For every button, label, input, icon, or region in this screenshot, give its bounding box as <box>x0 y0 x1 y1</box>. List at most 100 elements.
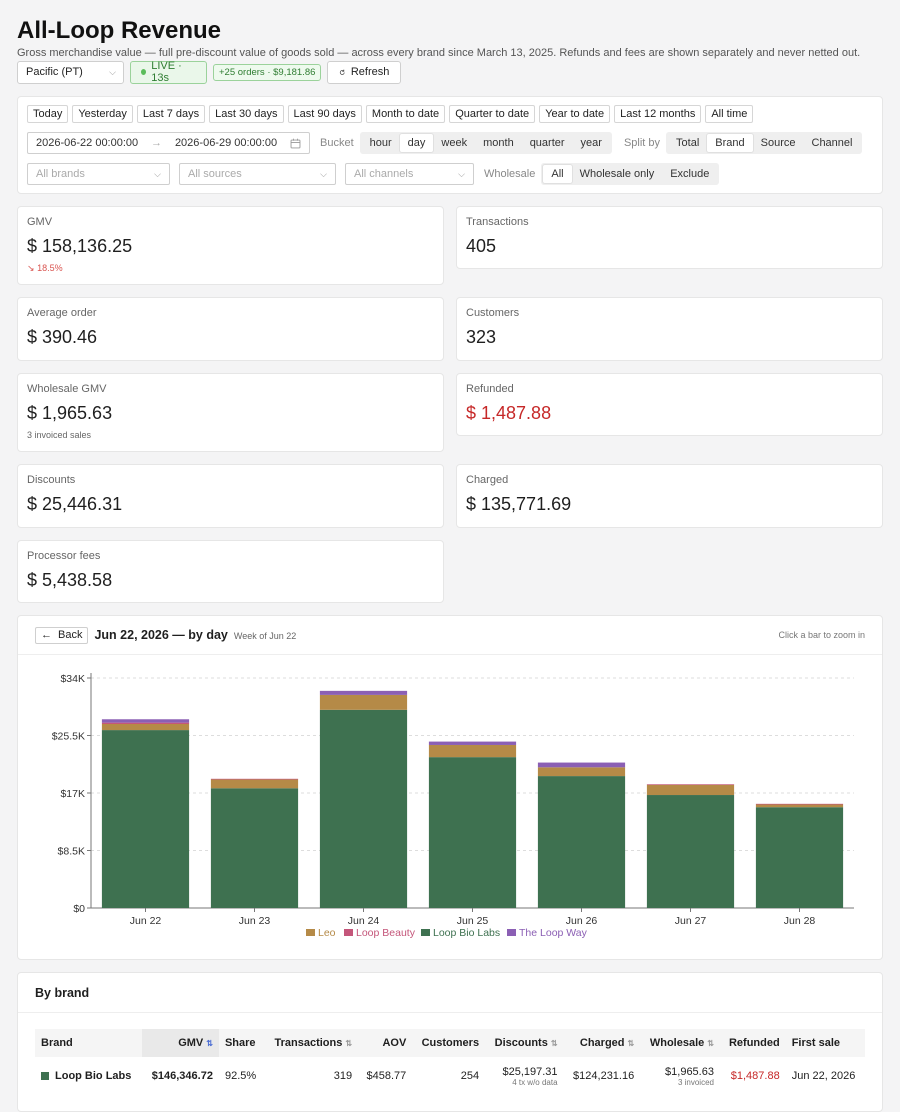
split-source-option[interactable]: Source <box>760 137 796 149</box>
live-label: LIVE · 13s <box>151 60 182 84</box>
column-header-refunded[interactable]: Refunded <box>719 1029 786 1057</box>
page-title: All-Loop Revenue <box>17 17 222 44</box>
back-button[interactable]: ← Back <box>35 626 89 644</box>
refresh-button[interactable]: Refresh <box>327 60 402 84</box>
bar-segment-loop-bio-labs[interactable] <box>537 776 626 908</box>
preset-today-button[interactable]: Today <box>27 105 69 123</box>
preset-row: Today Yesterday Last 7 days Last 30 days Las… <box>27 105 873 123</box>
preset-last-7-days-button[interactable]: Last 7 days <box>136 105 206 123</box>
bar-segment-loop-bio-labs[interactable] <box>210 788 299 908</box>
bar-segment-leo[interactable] <box>537 767 626 777</box>
column-header-share[interactable]: Share <box>218 1029 265 1057</box>
preset-last-12-months-button[interactable]: Last 12 months <box>614 105 702 123</box>
column-header-aov[interactable]: AOV <box>358 1029 413 1057</box>
column-header-wholesale[interactable]: Wholesale ⇅ <box>640 1029 720 1057</box>
bar-segment-leo[interactable] <box>646 784 735 796</box>
preset-month-to-date-button[interactable]: Month to date <box>365 105 446 123</box>
bar-segment-loop-bio-labs[interactable] <box>646 795 735 908</box>
chart-title: Jun 22, 2026 — by day <box>94 628 228 642</box>
cell-note: 4 tx w/o data <box>512 1077 558 1087</box>
stat-discounts: Discounts $ 25,446.31 <box>17 464 444 528</box>
wholesale-all-option[interactable]: All <box>543 165 572 183</box>
preset-year-to-date-button[interactable]: Year to date <box>539 105 611 123</box>
revenue-chart-card: ← Back Jun 22, 2026 — by day Week of Jun… <box>17 615 883 960</box>
date-range-input[interactable]: 2026-06-22 00:00:00 → 2026-06-29 00:00:0… <box>27 132 310 154</box>
bucket-hour-option[interactable]: hour <box>369 137 392 149</box>
legend-swatch-loop-beauty[interactable] <box>344 929 353 936</box>
cell-gmv: $146,346.72 <box>142 1057 219 1095</box>
bucket-segmented-control: hour day week month quarter year <box>359 132 612 154</box>
column-header-gmv[interactable]: GMV ⇅ <box>142 1029 219 1057</box>
legend-swatch-loop-bio-labs[interactable] <box>421 929 430 936</box>
bar-segment-loop-beauty[interactable] <box>101 722 190 724</box>
bar-segment-leo[interactable] <box>210 779 299 789</box>
column-header-label: GMV <box>178 1037 204 1049</box>
stat-average-order: Average order $ 390.46 <box>17 297 444 361</box>
page-subtitle: Gross merchandise value — full pre-disco… <box>17 47 861 59</box>
bucket-month-option[interactable]: month <box>483 137 514 149</box>
preset-yesterday-button[interactable]: Yesterday <box>72 105 133 123</box>
legend-label-the-loop-way[interactable]: The Loop Way <box>519 927 588 939</box>
bar-segment-leo[interactable] <box>755 804 844 808</box>
date-to: 2026-06-29 00:00:00 <box>174 137 278 149</box>
preset-quarter-to-date-button[interactable]: Quarter to date <box>449 105 536 123</box>
legend-label-leo[interactable]: Leo <box>318 927 336 939</box>
brand-filter-select[interactable]: All brands ⌵ <box>27 163 170 185</box>
bar-segment-loop-bio-labs[interactable] <box>101 730 190 908</box>
cell-aov: $458.77 <box>358 1057 412 1095</box>
split-brand-option[interactable]: Brand <box>707 134 753 152</box>
legend-label-loop-bio-labs[interactable]: Loop Bio Labs <box>433 927 500 939</box>
split-channel-option[interactable]: Channel <box>811 137 853 149</box>
chevron-down-icon: ⌵ <box>154 168 161 179</box>
bar-segment-loop-beauty[interactable] <box>210 778 299 780</box>
column-header-discounts[interactable]: Discounts ⇅ <box>485 1029 564 1057</box>
bucket-year-option[interactable]: year <box>580 137 602 149</box>
x-tick-label: Jun 25 <box>457 915 489 927</box>
bar-segment-loop-bio-labs[interactable] <box>319 709 408 908</box>
preset-last-30-days-button[interactable]: Last 30 days <box>209 105 284 123</box>
preset-last-90-days-button[interactable]: Last 90 days <box>287 105 362 123</box>
bar-segment-loop-bio-labs[interactable] <box>755 807 844 908</box>
column-header-customers[interactable]: Customers <box>412 1029 486 1057</box>
stacked-bar-chart: $0 $8.5K $17K $25.5K $34K Jun 22 Jun 23 Jun 24 J… <box>52 673 854 939</box>
wholesale-wholesale-only-option[interactable]: Wholesale only <box>579 168 655 180</box>
legend-swatch-leo[interactable] <box>306 929 315 936</box>
by-brand-card: By brand Brand GMV ⇅ Share Transactions ⇅ AOV C… <box>17 972 883 1112</box>
column-header-transactions[interactable]: Transactions ⇅ <box>264 1029 359 1057</box>
bar-segment-the-loop-way[interactable] <box>101 719 190 723</box>
cell-discounts: $25,197.31 4 tx w/o data <box>485 1057 563 1095</box>
bucket-week-option[interactable]: week <box>441 137 468 149</box>
column-header-first-sale[interactable]: First sale <box>785 1029 865 1057</box>
legend-label-loop-beauty[interactable]: Loop Beauty <box>356 927 416 939</box>
bar-segment-leo[interactable] <box>319 694 408 710</box>
bar-segment-leo[interactable] <box>101 724 190 731</box>
cell-refunded: $1,487.88 <box>720 1057 786 1095</box>
bar-segment-the-loop-way[interactable] <box>428 741 517 745</box>
bucket-quarter-option[interactable]: quarter <box>529 137 565 149</box>
legend-swatch-the-loop-way[interactable] <box>507 929 516 936</box>
cell-value: $25,197.31 <box>502 1065 558 1078</box>
bar-segment-loop-bio-labs[interactable] <box>428 757 517 908</box>
bar-segment-loop-beauty[interactable] <box>755 803 844 805</box>
live-dot-icon <box>141 69 147 75</box>
bar-segment-the-loop-way[interactable] <box>537 762 626 768</box>
stat-processor-fees: Processor fees $ 5,438.58 <box>17 540 444 603</box>
preset-all-time-button[interactable]: All time <box>705 105 754 123</box>
cell-value: Jun 22, 2026 <box>791 1070 856 1082</box>
channel-filter-select[interactable]: All channels ⌵ <box>345 163 474 185</box>
table-row[interactable]: Loop Bio Labs $146,346.72 92.5% 319 $458.77 2… <box>35 1057 865 1095</box>
split-total-option[interactable]: Total <box>676 137 700 149</box>
column-header-charged[interactable]: Charged ⇅ <box>563 1029 641 1057</box>
stat-label: Transactions <box>466 216 529 228</box>
column-header-brand[interactable]: Brand <box>35 1029 143 1057</box>
wholesale-exclude-option[interactable]: Exclude <box>670 168 710 180</box>
bar-segment-loop-beauty[interactable] <box>646 784 735 785</box>
cell-customers: 254 <box>412 1057 485 1095</box>
bucket-day-option[interactable]: day <box>399 134 434 152</box>
source-filter-select[interactable]: All sources ⌵ <box>179 163 336 185</box>
live-toggle-button[interactable]: LIVE · 13s <box>130 60 207 84</box>
y-tick-label: $17K <box>60 788 85 800</box>
bar-segment-the-loop-way[interactable] <box>319 690 408 695</box>
timezone-select[interactable]: Pacific (PT) ⌵ <box>17 60 124 84</box>
bar-segment-leo[interactable] <box>428 744 517 758</box>
